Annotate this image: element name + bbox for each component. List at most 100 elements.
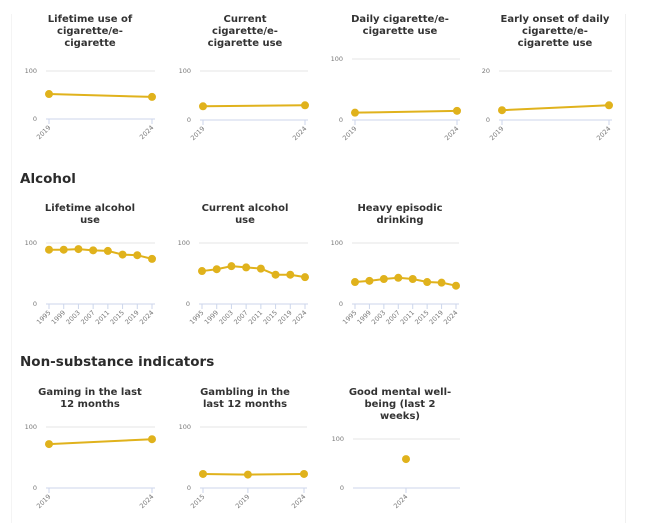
data-point[interactable] <box>148 254 156 263</box>
data-point[interactable] <box>243 470 252 479</box>
y-tick-label: 100 <box>178 239 190 247</box>
chart-title-line: cigarette/e- <box>212 26 278 37</box>
data-point[interactable] <box>212 265 221 274</box>
x-tick-label: 2024 <box>290 493 307 510</box>
chart-title: Early onset of daily cigarette/e-cigarett… <box>480 14 630 50</box>
data-point[interactable] <box>133 251 142 260</box>
y-tick-label: 0 <box>187 116 191 124</box>
series-line <box>202 104 306 108</box>
y-tick-label: 20 <box>482 67 490 75</box>
data-point[interactable] <box>271 270 280 279</box>
data-point[interactable] <box>148 435 156 444</box>
data-point[interactable] <box>198 267 206 276</box>
data-point[interactable] <box>227 262 236 271</box>
chart-title: Heavy episodic drinking <box>325 203 475 227</box>
y-tick-label: 100 <box>25 67 37 75</box>
data-point[interactable] <box>423 278 432 287</box>
data-point[interactable] <box>286 270 295 279</box>
data-point[interactable] <box>351 278 359 287</box>
y-tick-label: 100 <box>332 435 344 443</box>
data-point[interactable] <box>394 273 403 282</box>
data-point[interactable] <box>59 245 68 254</box>
chart-title-line: Lifetime use of <box>47 14 133 25</box>
data-point[interactable] <box>452 281 460 290</box>
y-tick-label: 100 <box>331 239 343 247</box>
section-title-non-substance: Non-substance indicators <box>20 354 215 370</box>
chart-title-line: use <box>80 215 100 226</box>
chart-title-line: use <box>235 215 255 226</box>
data-point[interactable] <box>453 106 461 115</box>
chart-title-line: cigarette <box>64 38 116 49</box>
data-point[interactable] <box>199 469 207 478</box>
x-tick-label: 2024 <box>595 125 612 142</box>
data-point[interactable] <box>74 245 83 254</box>
chart-title-line: cigarette use <box>207 38 283 49</box>
y-tick-label: 0 <box>339 116 343 124</box>
section-title-alcohol: Alcohol <box>20 171 76 187</box>
y-tick-label: 0 <box>33 300 37 308</box>
data-point[interactable] <box>301 101 309 110</box>
chart-title-line: Good mental well- <box>348 387 452 398</box>
data-point[interactable] <box>103 246 112 255</box>
chart-title-line: Heavy episodic <box>357 203 443 214</box>
y-tick-label: 100 <box>331 55 343 63</box>
chart-title-line: 12 months <box>60 399 120 410</box>
data-point[interactable] <box>45 245 53 254</box>
chart-title-line: Gambling in the <box>200 387 290 398</box>
data-point[interactable] <box>45 90 53 99</box>
chart-title: Gaming in the last 12 months <box>15 387 165 411</box>
y-tick-label: 0 <box>340 484 344 492</box>
y-tick-label: 0 <box>187 484 191 492</box>
data-point[interactable] <box>118 250 127 259</box>
chart-title: Lifetime alcohol use <box>15 203 165 227</box>
data-point[interactable] <box>351 108 359 117</box>
series-line <box>354 109 458 114</box>
y-tick-label: 0 <box>339 300 343 308</box>
y-tick-label: 0 <box>33 115 37 123</box>
chart-plot: 0 100 2024 <box>332 435 460 510</box>
data-point[interactable] <box>148 92 156 101</box>
chart-title-line: Current alcohol <box>201 203 289 214</box>
chart-title-line: weeks) <box>380 411 420 422</box>
chart-title-line: being (last 2 <box>364 399 436 410</box>
data-point[interactable] <box>365 276 374 285</box>
data-point[interactable] <box>605 101 613 110</box>
series-line <box>48 438 153 446</box>
series-line <box>48 93 153 98</box>
data-point[interactable] <box>300 469 308 478</box>
x-tick-label: 2024 <box>138 493 155 510</box>
x-tick-label: 2019 <box>35 493 52 510</box>
y-tick-label: 100 <box>179 423 191 431</box>
x-tick-label: 2019 <box>234 493 251 510</box>
data-point[interactable] <box>437 278 446 287</box>
chart-title: Current alcohol use <box>170 203 320 227</box>
chart-plot: 0 100 2015 2019 2024 <box>179 423 308 510</box>
data-point[interactable] <box>242 263 251 272</box>
chart-title-line: cigarette use <box>362 26 438 37</box>
data-point[interactable] <box>379 274 388 283</box>
chart-title-line: Gaming in the last <box>38 387 142 398</box>
chart-title-line: drinking <box>376 215 424 226</box>
y-tick-label: 100 <box>25 423 37 431</box>
data-point[interactable] <box>256 264 265 273</box>
y-tick-label: 0 <box>33 484 37 492</box>
data-point[interactable] <box>301 273 309 282</box>
data-point[interactable] <box>199 102 207 111</box>
data-point[interactable] <box>408 274 417 283</box>
series-line <box>501 104 610 112</box>
chart-title: Daily cigarette/e-cigarette use <box>325 14 475 38</box>
data-point[interactable] <box>45 440 53 449</box>
chart-title-line: cigarette/e- <box>522 26 588 37</box>
data-point[interactable] <box>89 246 98 255</box>
x-tick-label: 2024 <box>392 493 409 510</box>
chart-title-line: Current <box>223 14 267 25</box>
chart-title: Current cigarette/e-cigarette use <box>170 14 320 50</box>
data-point[interactable] <box>498 106 506 115</box>
data-point[interactable] <box>402 455 410 464</box>
y-tick-label: 100 <box>25 239 37 247</box>
y-tick-label: 0 <box>186 300 190 308</box>
